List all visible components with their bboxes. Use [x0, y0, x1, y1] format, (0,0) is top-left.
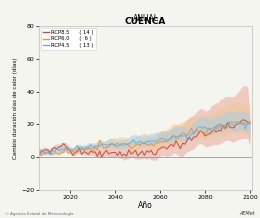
Text: ANUAL: ANUAL: [133, 14, 159, 23]
Y-axis label: Cambio duración olas de calor (días): Cambio duración olas de calor (días): [13, 57, 18, 159]
Legend: RCP8.5      ( 14 ), RCP6.0      (  6 ), RCP4.5      ( 13 ): RCP8.5 ( 14 ), RCP6.0 ( 6 ), RCP4.5 ( 13…: [41, 28, 96, 50]
Text: AEMet: AEMet: [239, 211, 255, 216]
Text: © Agencia Estatal de Meteorología: © Agencia Estatal de Meteorología: [5, 212, 74, 216]
X-axis label: Año: Año: [138, 201, 153, 210]
Title: CUENCA: CUENCA: [125, 17, 166, 26]
